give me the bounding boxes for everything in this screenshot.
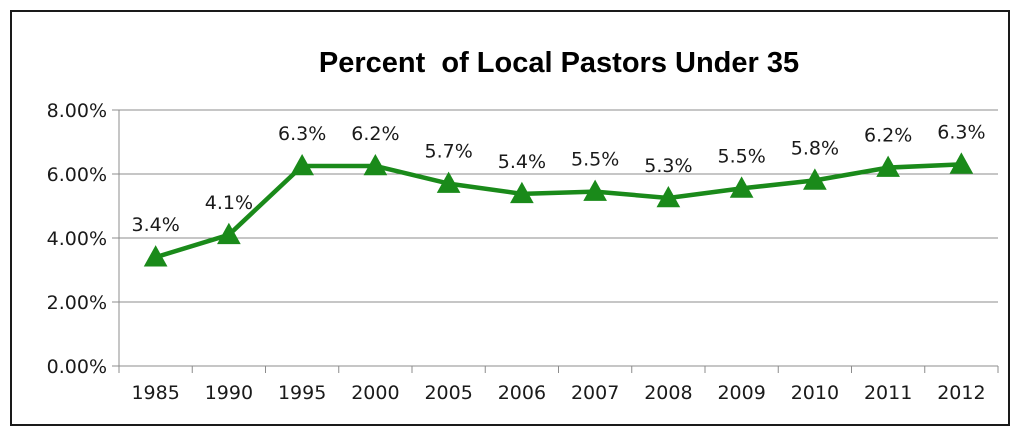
y-tick-label: 4.00% [47,228,107,250]
x-tick-label: 2005 [424,382,472,404]
x-tick-label: 2000 [351,382,399,404]
data-point-marker [143,245,168,267]
x-tick-label: 1995 [278,382,326,404]
x-axis-tick-labels: 1985 1990 1995 2000 2005 2006 2007 2008 2009 2010… [131,382,985,404]
data-labels: 3.4% 4.1% 6.3% 6.2% 5.7% 5.4% 5.5% 5.3% 5.5% 5.8%… [131,121,985,236]
x-tick-label: 2009 [717,382,765,404]
data-markers [143,152,974,267]
data-label: 5.3% [644,155,692,177]
y-tick-label: 2.00% [47,292,107,314]
data-point-marker [290,153,314,176]
data-label: 3.4% [131,214,179,236]
series-line-group [153,162,964,260]
data-point-marker [363,153,388,176]
x-tick-label: 1990 [205,382,253,404]
data-label: 5.4% [498,151,546,173]
x-tick-label: 2006 [498,382,546,404]
data-point-marker [217,222,241,245]
x-tick-label: 2012 [937,382,985,404]
x-tick-label: 1985 [131,382,179,404]
x-tick-label: 2010 [791,382,839,404]
data-label: 5.7% [424,141,472,163]
data-label: 6.2% [864,125,912,147]
y-tick-label: 8.00% [47,100,107,122]
data-point-marker [656,185,681,208]
data-label: 5.5% [571,149,619,171]
data-label: 5.5% [717,145,765,167]
data-point-marker [583,179,607,201]
data-point-marker [436,171,461,193]
data-label: 6.2% [351,123,399,145]
data-label: 4.1% [205,192,253,214]
x-tick-label: 2008 [644,382,692,404]
data-point-marker [949,152,974,174]
data-point-marker [729,176,754,198]
y-axis-tick-labels: 0.00% 2.00% 4.00% 6.00% 8.00% [47,100,107,378]
x-tick-label: 2011 [864,382,912,404]
data-point-marker [510,181,534,204]
data-point-marker [876,155,900,177]
y-tick-label: 0.00% [47,356,107,378]
data-point-marker [803,168,827,190]
series-line [153,162,964,260]
data-label: 6.3% [937,121,985,143]
data-label: 6.3% [278,123,326,145]
data-label: 5.8% [791,137,839,159]
chart-frame [10,10,1010,426]
chart-title: Percent of Local Pastors Under 35 [319,47,799,79]
x-tick-label: 2007 [571,382,619,404]
y-tick-label: 6.00% [47,164,107,186]
gridlines [119,109,998,303]
axes [112,109,999,373]
